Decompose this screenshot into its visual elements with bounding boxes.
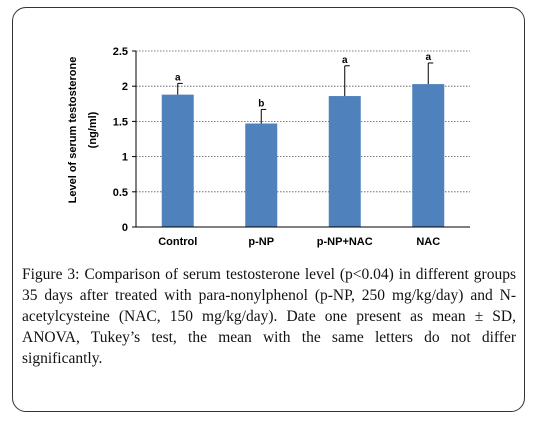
bar xyxy=(161,94,194,227)
significance-letter: b xyxy=(258,98,264,109)
x-tick-label: Control xyxy=(158,236,197,248)
bar xyxy=(412,84,445,227)
figure-caption: Figure 3: Comparison of serum testostero… xyxy=(22,264,516,369)
bars: a b a a xyxy=(161,52,445,227)
bar-chart: Level of serum testosterone (ng/ml) aba a… xyxy=(67,46,470,248)
y-tick-label: 0.5 xyxy=(113,187,128,199)
caption-text: Comparison of serum testosterone level (… xyxy=(22,266,517,367)
x-tick-label: p-NP xyxy=(248,236,274,248)
axes xyxy=(135,51,470,228)
y-tick-label: 1.5 xyxy=(113,116,128,128)
bar xyxy=(328,96,361,227)
caption-label: Figure 3: xyxy=(22,266,80,283)
x-tick-label: NAC xyxy=(416,236,440,248)
significance-letter: a xyxy=(175,72,181,83)
significance-letter: a xyxy=(342,55,348,66)
y-tick-label: 2 xyxy=(122,81,128,93)
y-axis-label: Level of serum testosterone (ng/ml) xyxy=(67,57,99,204)
y-tick-label: 0 xyxy=(122,222,128,234)
x-tick-labels: Control p-NP p-NP+NAC NAC xyxy=(158,236,440,248)
significance-letter: a xyxy=(425,52,431,63)
x-tick-label: p-NP+NAC xyxy=(317,236,373,248)
bar xyxy=(245,123,278,227)
y-tick-label: 1 xyxy=(122,152,128,164)
y-ticks: 0 0.5 1 1.5 2 2.5 xyxy=(113,46,136,234)
y-axis-label-line1: Level of serum testosterone xyxy=(67,57,79,204)
y-axis-label-line2: (ng/ml) xyxy=(87,111,99,148)
y-tick-label: 2.5 xyxy=(113,46,128,58)
